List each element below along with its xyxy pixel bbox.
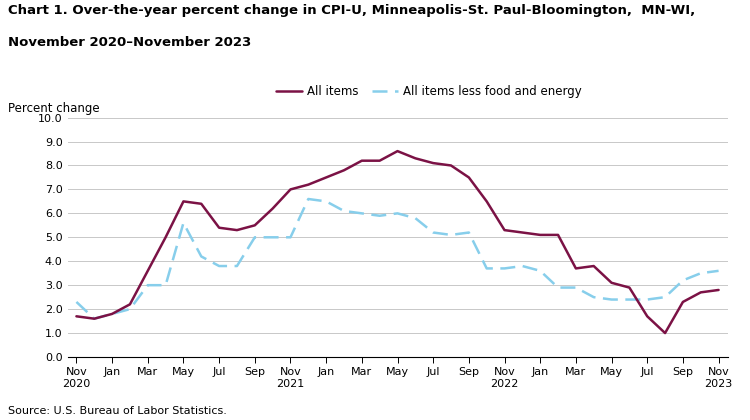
All items: [340, 168, 349, 173]
All items less food and energy: [251, 235, 260, 240]
All items less food and energy: [322, 199, 331, 204]
All items: [536, 232, 544, 237]
All items: [446, 163, 455, 168]
All items: [286, 187, 295, 192]
All items: [196, 201, 206, 206]
All items less food and energy: [286, 235, 295, 240]
All items: [625, 285, 634, 290]
All items less food and energy: [179, 220, 188, 226]
All items: [554, 232, 562, 237]
All items less food and energy: [304, 197, 313, 202]
All items less food and energy: [696, 270, 705, 276]
All items: [125, 302, 134, 307]
All items: [393, 149, 402, 154]
All items: [90, 316, 99, 321]
All items: [214, 225, 223, 230]
All items: [161, 235, 170, 240]
All items: [322, 175, 331, 180]
All items: [714, 287, 723, 292]
All items: [500, 228, 509, 233]
All items less food and energy: [72, 299, 81, 304]
All items less food and energy: [375, 213, 384, 218]
Text: November 2020–November 2023: November 2020–November 2023: [8, 36, 250, 49]
All items: [179, 199, 188, 204]
Legend: All items, All items less food and energy: All items, All items less food and energ…: [272, 80, 586, 103]
All items: [72, 314, 81, 319]
All items less food and energy: [357, 211, 366, 216]
All items less food and energy: [125, 307, 134, 312]
All items: [429, 160, 438, 165]
All items: [304, 182, 313, 187]
All items less food and energy: [572, 285, 580, 290]
All items less food and energy: [214, 263, 223, 268]
All items less food and energy: [107, 311, 116, 316]
All items less food and energy: [661, 295, 670, 300]
All items: [590, 263, 598, 268]
All items: [643, 314, 652, 319]
Line: All items: All items: [76, 151, 718, 333]
All items less food and energy: [714, 268, 723, 273]
All items less food and energy: [143, 283, 152, 288]
All items less food and energy: [161, 283, 170, 288]
All items: [251, 223, 260, 228]
All items: [518, 230, 526, 235]
All items less food and energy: [536, 268, 544, 273]
All items: [607, 280, 616, 285]
Text: Chart 1. Over-the-year percent change in CPI-U, Minneapolis-St. Paul-Bloomington: Chart 1. Over-the-year percent change in…: [8, 4, 694, 17]
All items: [572, 266, 580, 271]
All items: [661, 331, 670, 336]
All items less food and energy: [554, 285, 562, 290]
All items less food and energy: [446, 232, 455, 237]
All items less food and energy: [607, 297, 616, 302]
All items: [464, 175, 473, 180]
All items less food and energy: [500, 266, 509, 271]
All items less food and energy: [196, 254, 206, 259]
All items less food and energy: [625, 297, 634, 302]
All items less food and energy: [679, 278, 688, 283]
All items: [411, 156, 420, 161]
Text: Percent change: Percent change: [8, 102, 100, 115]
All items: [679, 299, 688, 304]
All items: [268, 206, 278, 211]
All items less food and energy: [643, 297, 652, 302]
All items less food and energy: [340, 208, 349, 213]
All items less food and energy: [429, 230, 438, 235]
All items: [143, 268, 152, 273]
All items less food and energy: [518, 263, 526, 268]
All items: [357, 158, 366, 163]
All items: [107, 311, 116, 316]
All items: [696, 290, 705, 295]
All items less food and energy: [590, 295, 598, 300]
All items less food and energy: [411, 215, 420, 220]
All items less food and energy: [268, 235, 278, 240]
All items less food and energy: [393, 211, 402, 216]
All items less food and energy: [482, 266, 491, 271]
All items less food and energy: [464, 230, 473, 235]
All items: [232, 228, 242, 233]
All items: [482, 199, 491, 204]
All items: [375, 158, 384, 163]
Line: All items less food and energy: All items less food and energy: [76, 199, 718, 319]
All items less food and energy: [232, 263, 242, 268]
All items less food and energy: [90, 316, 99, 321]
Text: Source: U.S. Bureau of Labor Statistics.: Source: U.S. Bureau of Labor Statistics.: [8, 406, 226, 416]
